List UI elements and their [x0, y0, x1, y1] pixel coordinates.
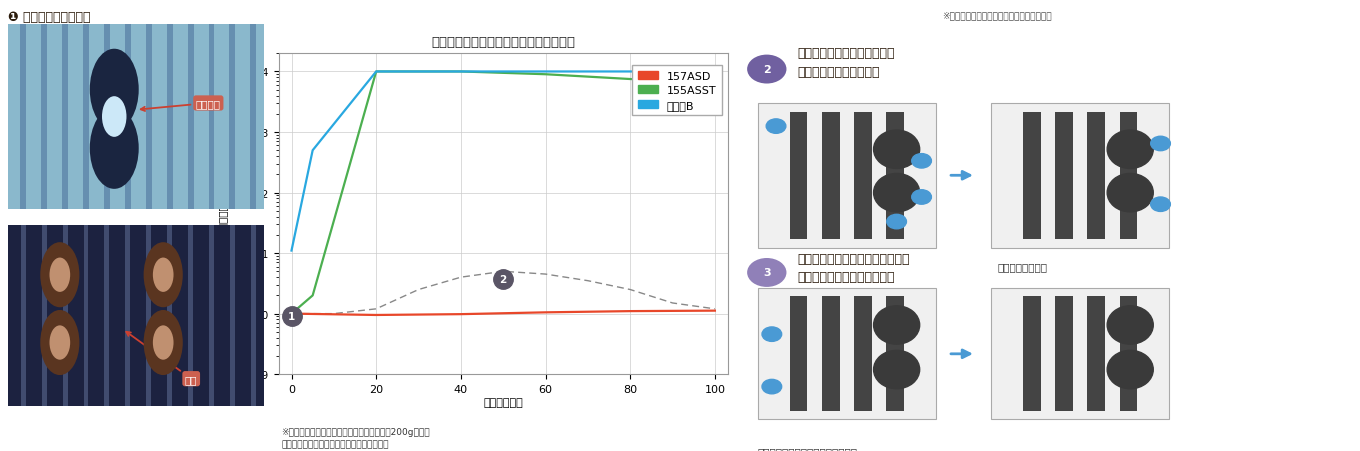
FancyBboxPatch shape [8, 226, 264, 406]
FancyBboxPatch shape [41, 25, 48, 210]
Ellipse shape [873, 350, 919, 389]
FancyBboxPatch shape [885, 296, 904, 412]
FancyBboxPatch shape [758, 104, 936, 248]
Text: ❶ 異物噛み込みの低減: ❶ 異物噛み込みの低減 [8, 11, 91, 24]
Text: での同一箇所不良」を防げる: での同一箇所不良」を防げる [797, 271, 895, 284]
Text: 断線: 断線 [126, 332, 197, 384]
Text: 露光工程の異物吸着を抑える: 露光工程の異物吸着を抑える [797, 47, 895, 60]
Circle shape [152, 258, 174, 292]
FancyBboxPatch shape [105, 226, 109, 406]
Text: 2: 2 [499, 274, 507, 284]
FancyBboxPatch shape [821, 112, 839, 239]
FancyBboxPatch shape [1088, 112, 1106, 239]
Ellipse shape [1107, 174, 1153, 212]
Circle shape [144, 243, 182, 308]
FancyBboxPatch shape [250, 226, 256, 406]
FancyBboxPatch shape [1055, 296, 1073, 412]
Circle shape [1151, 137, 1171, 152]
Ellipse shape [873, 131, 919, 169]
Circle shape [41, 310, 79, 375]
FancyBboxPatch shape [230, 226, 235, 406]
FancyBboxPatch shape [8, 25, 264, 210]
Circle shape [911, 154, 932, 169]
Y-axis label: 表面固有抵抗値（Ω）: 表面固有抵抗値（Ω） [218, 182, 228, 246]
Circle shape [144, 310, 182, 375]
Text: 1: 1 [288, 311, 295, 321]
Text: ※試験後、測定計にて表面固有抵抗値を測定: ※試験後、測定計にて表面固有抵抗値を測定 [942, 11, 1051, 20]
Ellipse shape [873, 306, 919, 345]
Circle shape [887, 215, 907, 229]
Circle shape [747, 55, 786, 84]
FancyBboxPatch shape [854, 112, 872, 239]
Circle shape [41, 243, 79, 308]
Text: 耐久性ある離型層で、「自動露光: 耐久性ある離型層で、「自動露光 [797, 253, 910, 266]
FancyBboxPatch shape [20, 226, 26, 406]
FancyBboxPatch shape [230, 25, 235, 210]
Circle shape [762, 379, 782, 394]
FancyBboxPatch shape [83, 25, 88, 210]
FancyBboxPatch shape [125, 226, 131, 406]
Circle shape [90, 108, 139, 189]
Circle shape [90, 50, 139, 131]
FancyBboxPatch shape [63, 25, 68, 210]
FancyBboxPatch shape [1023, 296, 1042, 412]
FancyBboxPatch shape [1119, 112, 1137, 239]
Circle shape [49, 258, 71, 292]
Text: 異物起因の不具合を抑止: 異物起因の不具合を抑止 [797, 65, 880, 78]
FancyBboxPatch shape [167, 25, 173, 210]
Ellipse shape [1107, 350, 1153, 389]
FancyBboxPatch shape [250, 25, 256, 210]
FancyBboxPatch shape [1023, 112, 1042, 239]
Title: 耐エタノール性比較（表面固有抵抗値）: 耐エタノール性比較（表面固有抵抗値） [431, 36, 575, 49]
Circle shape [911, 190, 932, 205]
Text: 2: 2 [763, 65, 771, 75]
Circle shape [49, 326, 71, 360]
FancyBboxPatch shape [20, 25, 26, 210]
FancyBboxPatch shape [209, 226, 214, 406]
Text: 異物付着が少ない: 異物付着が少ない [997, 262, 1047, 272]
FancyBboxPatch shape [991, 289, 1170, 419]
Circle shape [747, 258, 786, 287]
FancyBboxPatch shape [1119, 296, 1137, 412]
FancyBboxPatch shape [188, 25, 193, 210]
FancyBboxPatch shape [1055, 112, 1073, 239]
Text: 基板への異物が移り、不良が最小限: 基板への異物が移り、不良が最小限 [758, 446, 858, 451]
Ellipse shape [1107, 131, 1153, 169]
FancyBboxPatch shape [758, 289, 936, 419]
Circle shape [762, 327, 782, 342]
Text: ※エタノールを染み込ませたベンコットンを200g荷重を
　掛けて所定の回数往復（離型層面を擦る）: ※エタノールを染み込ませたベンコットンを200g荷重を 掛けて所定の回数往復（離… [282, 427, 430, 449]
Circle shape [102, 97, 126, 138]
FancyBboxPatch shape [790, 112, 808, 239]
Ellipse shape [873, 174, 919, 212]
FancyBboxPatch shape [1088, 296, 1106, 412]
FancyBboxPatch shape [790, 296, 808, 412]
Circle shape [766, 120, 786, 134]
FancyBboxPatch shape [125, 25, 131, 210]
FancyBboxPatch shape [167, 226, 173, 406]
FancyBboxPatch shape [147, 226, 151, 406]
FancyBboxPatch shape [42, 226, 46, 406]
FancyBboxPatch shape [854, 296, 872, 412]
FancyBboxPatch shape [146, 25, 152, 210]
Text: 気泡発生: 気泡発生 [141, 99, 220, 112]
X-axis label: 拭き取り回数: 拭き取り回数 [483, 397, 524, 407]
FancyBboxPatch shape [991, 104, 1170, 248]
Circle shape [152, 326, 174, 360]
FancyBboxPatch shape [208, 25, 215, 210]
Circle shape [1151, 198, 1171, 212]
FancyBboxPatch shape [885, 112, 904, 239]
FancyBboxPatch shape [103, 25, 110, 210]
FancyBboxPatch shape [188, 226, 193, 406]
Ellipse shape [1107, 306, 1153, 345]
FancyBboxPatch shape [83, 226, 88, 406]
Legend: 157ASD, 155ASST, 他社品B: 157ASD, 155ASST, 他社品B [632, 66, 722, 116]
FancyBboxPatch shape [63, 226, 68, 406]
Text: 3: 3 [763, 268, 771, 278]
FancyBboxPatch shape [821, 296, 839, 412]
